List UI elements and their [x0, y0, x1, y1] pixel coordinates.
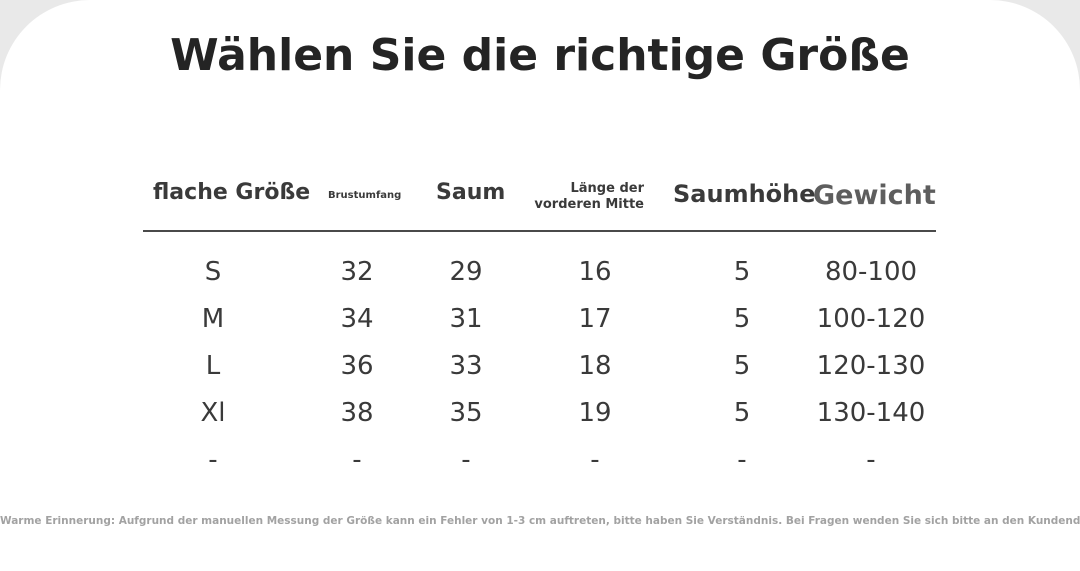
cell-hem-height: 5: [733, 398, 751, 428]
cell-chest: -: [352, 445, 362, 475]
cell-size: -: [208, 445, 218, 475]
cell-front-length: 17: [578, 304, 612, 334]
cell-chest: 34: [340, 304, 374, 334]
header-weight: Gewicht: [813, 180, 936, 211]
cell-hem: 35: [449, 398, 483, 428]
header-hem: Saum: [436, 180, 506, 205]
cell-hem: 33: [449, 351, 483, 381]
cell-hem-height: 5: [733, 257, 751, 287]
header-divider: [143, 230, 936, 232]
cell-front-length: 19: [578, 398, 612, 428]
cell-hem: -: [461, 445, 471, 475]
cell-front-length: 18: [578, 351, 612, 381]
cell-chest: 32: [340, 257, 374, 287]
header-size: flache Größe: [153, 180, 311, 205]
cell-weight: 80-100: [824, 257, 918, 287]
cell-hem: 29: [449, 257, 483, 287]
cell-front-length: -: [590, 445, 600, 475]
cell-front-length: 16: [578, 257, 612, 287]
cell-size: Xl: [200, 398, 226, 428]
cell-chest: 38: [340, 398, 374, 428]
header-front-length: Länge der vorderen Mitte: [534, 181, 644, 212]
footnote: Warme Erinnerung: Aufgrund der manuellen…: [0, 515, 1080, 527]
cell-hem-height: 5: [733, 304, 751, 334]
cell-hem-height: -: [737, 445, 747, 475]
cell-weight: 100-120: [816, 304, 926, 334]
cell-size: M: [201, 304, 225, 334]
cell-size: L: [205, 351, 221, 381]
header-hem-height: Saumhöhe: [673, 180, 816, 208]
cell-size: S: [204, 257, 222, 287]
header-chest: Brustumfang: [328, 190, 402, 201]
page-title: Wählen Sie die richtige Größe: [170, 30, 910, 81]
cell-weight: -: [866, 445, 876, 475]
cell-hem: 31: [449, 304, 483, 334]
cell-hem-height: 5: [733, 351, 751, 381]
cell-weight: 130-140: [816, 398, 926, 428]
cell-weight: 120-130: [816, 351, 926, 381]
cell-chest: 36: [340, 351, 374, 381]
